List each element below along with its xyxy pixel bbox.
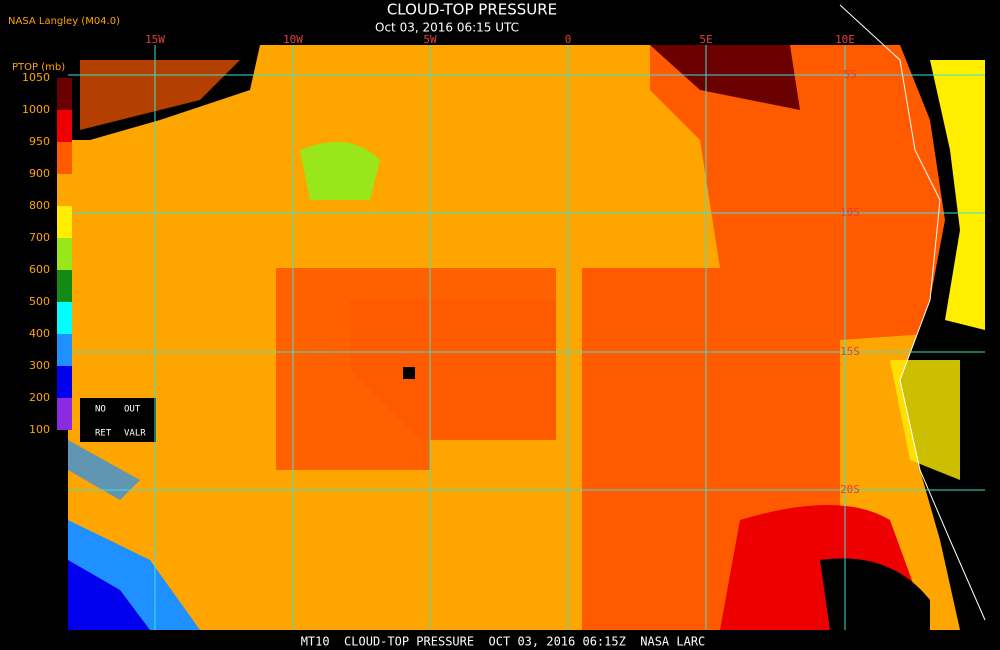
legend-item: OUT xyxy=(124,405,141,415)
colorbar-swatch xyxy=(57,174,72,206)
longitude-label: 5W xyxy=(423,33,437,46)
latitude-label: 15S xyxy=(840,345,860,358)
colorbar-label: 100 xyxy=(29,423,50,436)
colorbar-label: 700 xyxy=(29,231,50,244)
latitude-label: 20S xyxy=(840,483,860,496)
legend-item: VALR xyxy=(124,429,146,439)
colorbar-label: 1000 xyxy=(22,103,50,116)
legend-box xyxy=(80,398,156,442)
footer: MT10 CLOUD-TOP PRESSURE OCT 03, 2016 06:… xyxy=(301,635,706,649)
longitude-label: 10E xyxy=(835,33,855,46)
colorbar-swatch xyxy=(57,334,72,366)
colorbar-label: 900 xyxy=(29,167,50,180)
map-image xyxy=(68,4,986,630)
colorbar-label: 1050 xyxy=(22,71,50,84)
colorbar-swatch xyxy=(57,142,72,174)
subtitle: Oct 03, 2016 06:15 UTC xyxy=(375,21,519,35)
colorbar-swatch xyxy=(57,78,72,110)
colorbar-label: 600 xyxy=(29,263,50,276)
colorbar-label: 950 xyxy=(29,135,50,148)
source-label: NASA Langley (M04.0) xyxy=(8,16,120,27)
colorbar-label: 800 xyxy=(29,199,50,212)
colorbar-label: 200 xyxy=(29,391,50,404)
title: CLOUD-TOP PRESSURE xyxy=(387,1,557,19)
longitude-label: 5E xyxy=(699,33,712,46)
colorbar-swatch xyxy=(57,270,72,302)
colorbar-label: 500 xyxy=(29,295,50,308)
colorbar-swatch xyxy=(57,398,72,430)
colorbar-swatch xyxy=(57,366,72,398)
colorbar-swatch xyxy=(57,110,72,142)
colorbar-swatch xyxy=(57,238,72,270)
colorbar-label: 300 xyxy=(29,359,50,372)
longitude-label: 0 xyxy=(565,33,572,46)
colorbar-swatch xyxy=(57,206,72,238)
latitude-label: 10S xyxy=(840,206,860,219)
colorbar-label: 400 xyxy=(29,327,50,340)
longitude-label: 10W xyxy=(283,33,303,46)
colorbar-swatch xyxy=(57,302,72,334)
legend-item: RET xyxy=(95,429,112,439)
longitude-label: 15W xyxy=(145,33,165,46)
colorbar-title: PTOP (mb) xyxy=(12,62,65,73)
legend-item: NO xyxy=(95,405,106,415)
latitude-label: 5S xyxy=(843,68,856,81)
